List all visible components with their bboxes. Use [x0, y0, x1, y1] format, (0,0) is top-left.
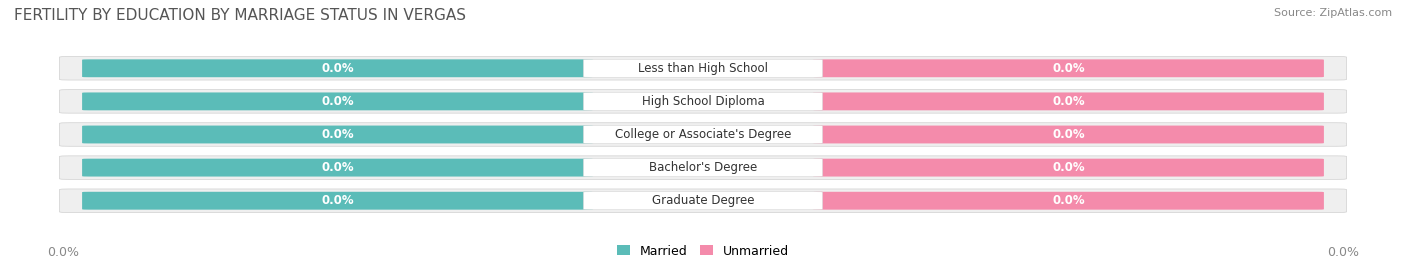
FancyBboxPatch shape: [813, 192, 1324, 210]
FancyBboxPatch shape: [82, 192, 593, 210]
FancyBboxPatch shape: [59, 189, 1347, 213]
FancyBboxPatch shape: [583, 59, 823, 77]
Text: 0.0%: 0.0%: [1052, 95, 1085, 108]
FancyBboxPatch shape: [59, 90, 1347, 113]
FancyBboxPatch shape: [583, 126, 823, 143]
FancyBboxPatch shape: [813, 126, 1324, 143]
Text: 0.0%: 0.0%: [321, 95, 354, 108]
Text: Graduate Degree: Graduate Degree: [652, 194, 754, 207]
Text: FERTILITY BY EDUCATION BY MARRIAGE STATUS IN VERGAS: FERTILITY BY EDUCATION BY MARRIAGE STATU…: [14, 8, 465, 23]
Text: Bachelor's Degree: Bachelor's Degree: [650, 161, 756, 174]
FancyBboxPatch shape: [59, 156, 1347, 179]
Text: 0.0%: 0.0%: [321, 194, 354, 207]
Text: High School Diploma: High School Diploma: [641, 95, 765, 108]
FancyBboxPatch shape: [813, 59, 1324, 77]
Text: 0.0%: 0.0%: [321, 161, 354, 174]
Text: 0.0%: 0.0%: [1052, 194, 1085, 207]
FancyBboxPatch shape: [583, 192, 823, 210]
Text: 0.0%: 0.0%: [1052, 161, 1085, 174]
Text: 0.0%: 0.0%: [48, 246, 79, 259]
FancyBboxPatch shape: [59, 56, 1347, 80]
FancyBboxPatch shape: [583, 159, 823, 176]
Text: 0.0%: 0.0%: [1327, 246, 1358, 259]
FancyBboxPatch shape: [813, 159, 1324, 176]
FancyBboxPatch shape: [82, 93, 593, 110]
FancyBboxPatch shape: [59, 123, 1347, 146]
Text: Less than High School: Less than High School: [638, 62, 768, 75]
Text: Source: ZipAtlas.com: Source: ZipAtlas.com: [1274, 8, 1392, 18]
FancyBboxPatch shape: [82, 59, 593, 77]
Legend: Married, Unmarried: Married, Unmarried: [612, 239, 794, 263]
Text: 0.0%: 0.0%: [1052, 62, 1085, 75]
FancyBboxPatch shape: [82, 159, 593, 176]
FancyBboxPatch shape: [82, 126, 593, 143]
FancyBboxPatch shape: [583, 93, 823, 110]
Text: 0.0%: 0.0%: [1052, 128, 1085, 141]
Text: 0.0%: 0.0%: [321, 62, 354, 75]
FancyBboxPatch shape: [813, 93, 1324, 110]
Text: College or Associate's Degree: College or Associate's Degree: [614, 128, 792, 141]
Text: 0.0%: 0.0%: [321, 128, 354, 141]
